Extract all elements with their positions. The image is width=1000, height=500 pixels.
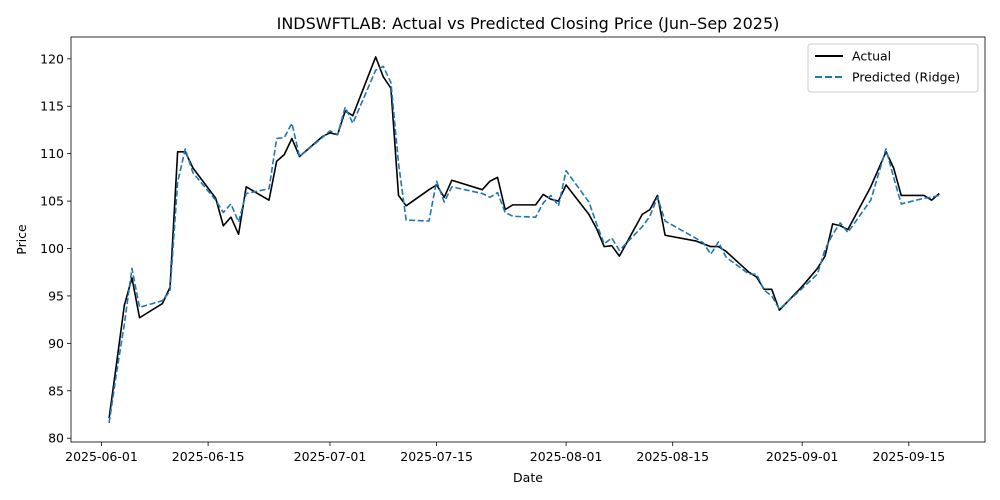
legend-label-predicted: Predicted (Ridge) bbox=[852, 70, 960, 85]
x-tick-label: 2025-07-01 bbox=[294, 449, 367, 464]
legend: Actual Predicted (Ridge) bbox=[807, 43, 979, 93]
series-line-predicted bbox=[108, 65, 940, 424]
x-axis-title: Date bbox=[513, 470, 543, 485]
x-tick-label: 2025-08-01 bbox=[530, 449, 603, 464]
plot-area-frame bbox=[70, 36, 986, 443]
x-tick-label: 2025-09-01 bbox=[766, 449, 839, 464]
legend-box bbox=[807, 43, 979, 93]
x-tick-label: 2025-08-15 bbox=[636, 449, 709, 464]
y-axis-title: Price bbox=[14, 224, 29, 255]
y-tick-label: 90 bbox=[48, 336, 64, 351]
y-tick-label: 120 bbox=[40, 51, 64, 66]
x-tick-label: 2025-06-01 bbox=[65, 449, 138, 464]
legend-label-actual: Actual bbox=[852, 49, 891, 64]
y-tick-label: 115 bbox=[40, 99, 64, 114]
x-axis: 2025-06-01 2025-06-15 2025-07-01 2025-07-15… bbox=[65, 442, 945, 464]
series-layer bbox=[108, 56, 940, 424]
y-tick-label: 100 bbox=[40, 241, 64, 256]
x-tick-label: 2025-06-15 bbox=[172, 449, 245, 464]
y-tick-label: 95 bbox=[48, 288, 64, 303]
y-tick-label: 85 bbox=[48, 383, 64, 398]
y-tick-label: 110 bbox=[40, 146, 64, 161]
y-tick-label: 80 bbox=[48, 431, 64, 446]
x-tick-label: 2025-09-15 bbox=[873, 449, 946, 464]
y-tick-label: 105 bbox=[40, 194, 64, 209]
x-tick-label: 2025-07-15 bbox=[400, 449, 473, 464]
y-axis: 80 85 90 95 100 105 110 115 120 bbox=[40, 51, 71, 446]
chart-title: INDSWFTLAB: Actual vs Predicted Closing … bbox=[277, 14, 780, 33]
